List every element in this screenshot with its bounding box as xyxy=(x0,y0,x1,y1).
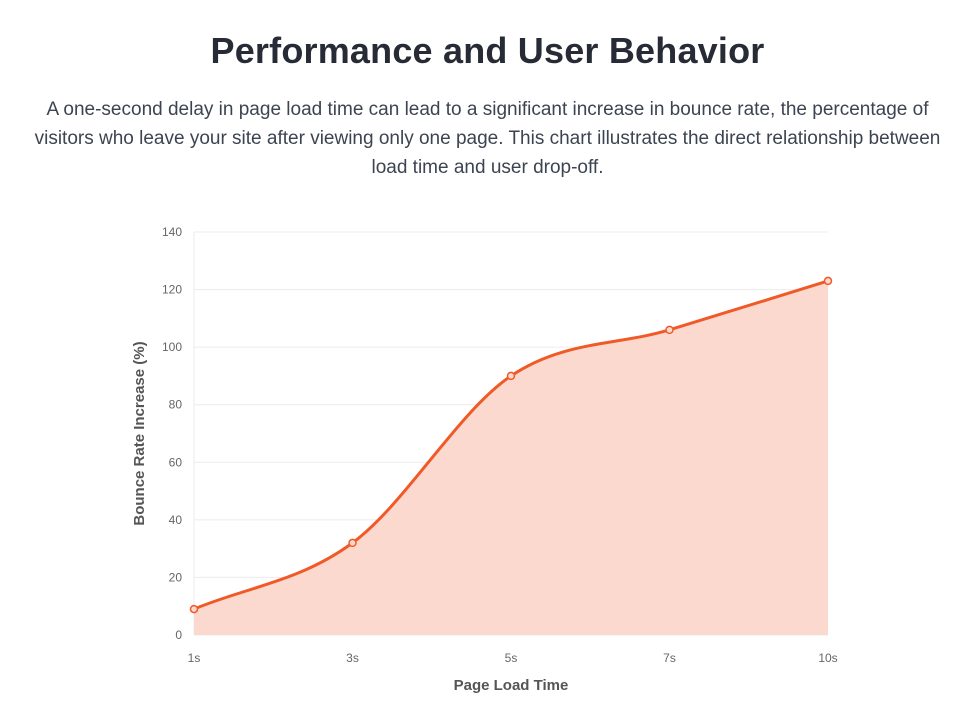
x-tick-label: 7s xyxy=(663,651,676,665)
x-axis-ticks: 1s 3s 5s 7s 10s xyxy=(188,651,838,665)
x-tick-label: 10s xyxy=(818,651,837,665)
data-point[interactable] xyxy=(823,276,833,286)
y-axis-ticks: 0 20 40 60 80 100 120 140 xyxy=(162,225,182,642)
area-layer xyxy=(194,280,828,635)
y-tick-label: 100 xyxy=(162,340,182,354)
y-tick-label: 140 xyxy=(162,225,182,239)
y-tick-label: 40 xyxy=(169,513,183,527)
series-line xyxy=(192,279,830,611)
line-layer xyxy=(192,279,830,611)
y-axis-title: Bounce Rate Increase (%) xyxy=(131,341,148,525)
y-tick-label: 0 xyxy=(175,628,182,642)
data-point[interactable] xyxy=(189,604,199,614)
x-tick-label: 1s xyxy=(188,651,201,665)
data-point[interactable] xyxy=(506,371,516,381)
y-tick-label: 60 xyxy=(169,455,183,469)
series-area-fill xyxy=(194,280,828,635)
data-point[interactable] xyxy=(665,325,674,335)
data-point[interactable] xyxy=(348,538,357,548)
x-tick-label: 3s xyxy=(346,651,359,665)
x-axis-title: Page Load Time xyxy=(454,677,569,694)
point-layer xyxy=(189,276,833,614)
page-description: A one-second delay in page load time can… xyxy=(34,99,941,178)
page-title: Performance and User Behavior xyxy=(210,30,765,71)
x-tick-label: 5s xyxy=(505,651,518,665)
y-tick-label: 120 xyxy=(162,283,182,297)
y-tick-label: 80 xyxy=(169,398,183,412)
y-tick-label: 20 xyxy=(169,570,183,584)
